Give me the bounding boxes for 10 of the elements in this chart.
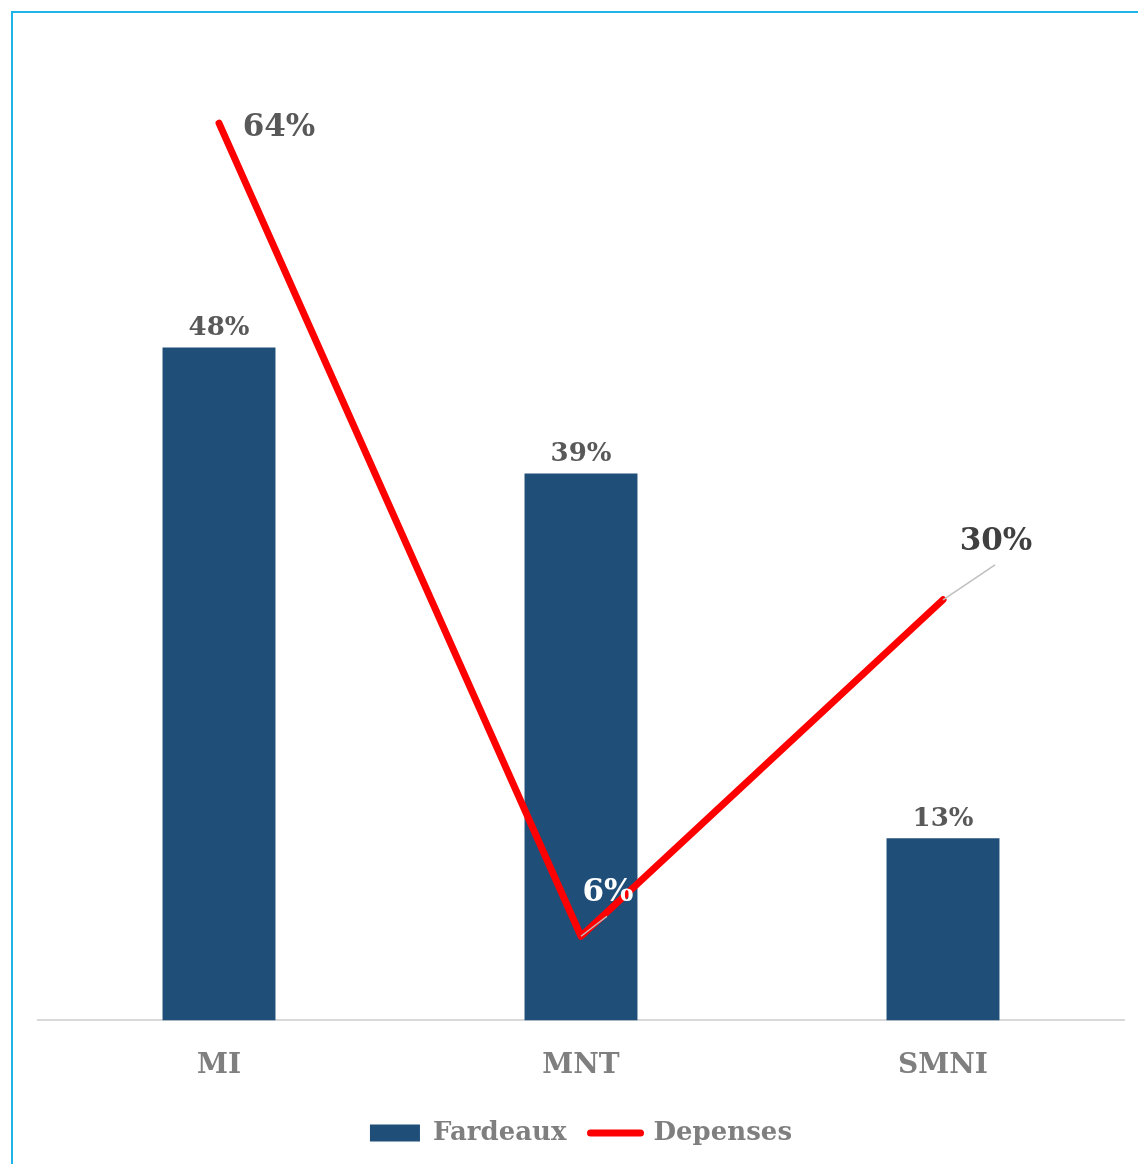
legend-label: Depenses [653, 1115, 793, 1146]
data-label: 13% [912, 801, 974, 832]
x-tick-label: SMNI [898, 1047, 988, 1081]
x-tick-label: MNT [542, 1047, 620, 1081]
legend-label: Fardeaux [432, 1115, 568, 1146]
x-tick-label: MI [196, 1047, 242, 1081]
data-label: 48% [188, 311, 250, 342]
data-label: 64% [242, 107, 316, 144]
data-label: 39% [550, 437, 612, 468]
data-label: 30% [959, 520, 1033, 557]
